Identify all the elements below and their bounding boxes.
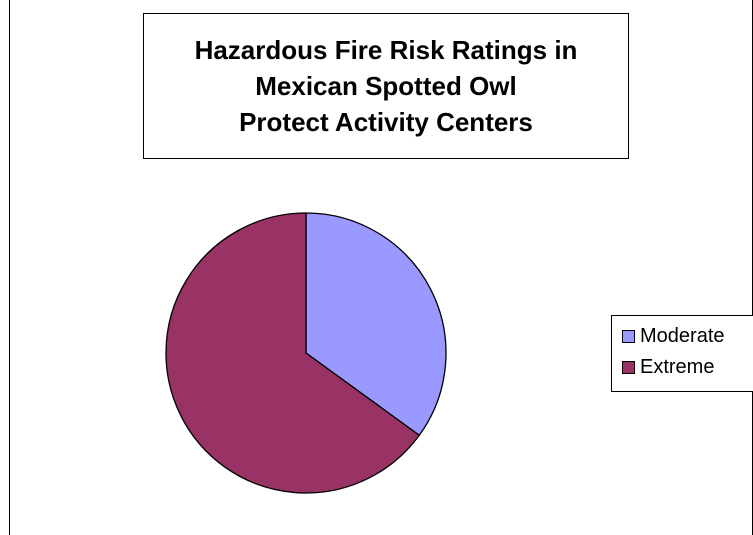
legend: Moderate Extreme — [611, 315, 753, 392]
legend-label-moderate: Moderate — [640, 325, 725, 347]
legend-swatch-extreme — [622, 361, 635, 374]
legend-item-extreme: Extreme — [622, 352, 753, 383]
chart-title-line-1: Hazardous Fire Risk Ratings in — [194, 35, 578, 65]
pie-slice-extreme — [165, 212, 420, 494]
pie-slices — [165, 212, 447, 494]
legend-item-moderate: Moderate — [622, 321, 753, 352]
chart-title-line-3: Protect Activity Centers — [239, 107, 533, 137]
legend-label-extreme: Extreme — [640, 356, 715, 378]
legend-swatch-moderate — [622, 330, 635, 343]
pie-slice-moderate — [305, 212, 447, 436]
chart-frame-left-border — [9, 0, 10, 535]
chart-title-box: Hazardous Fire Risk Ratings in Mexican S… — [143, 13, 629, 159]
chart-title-line-2: Mexican Spotted Owl — [255, 71, 517, 101]
